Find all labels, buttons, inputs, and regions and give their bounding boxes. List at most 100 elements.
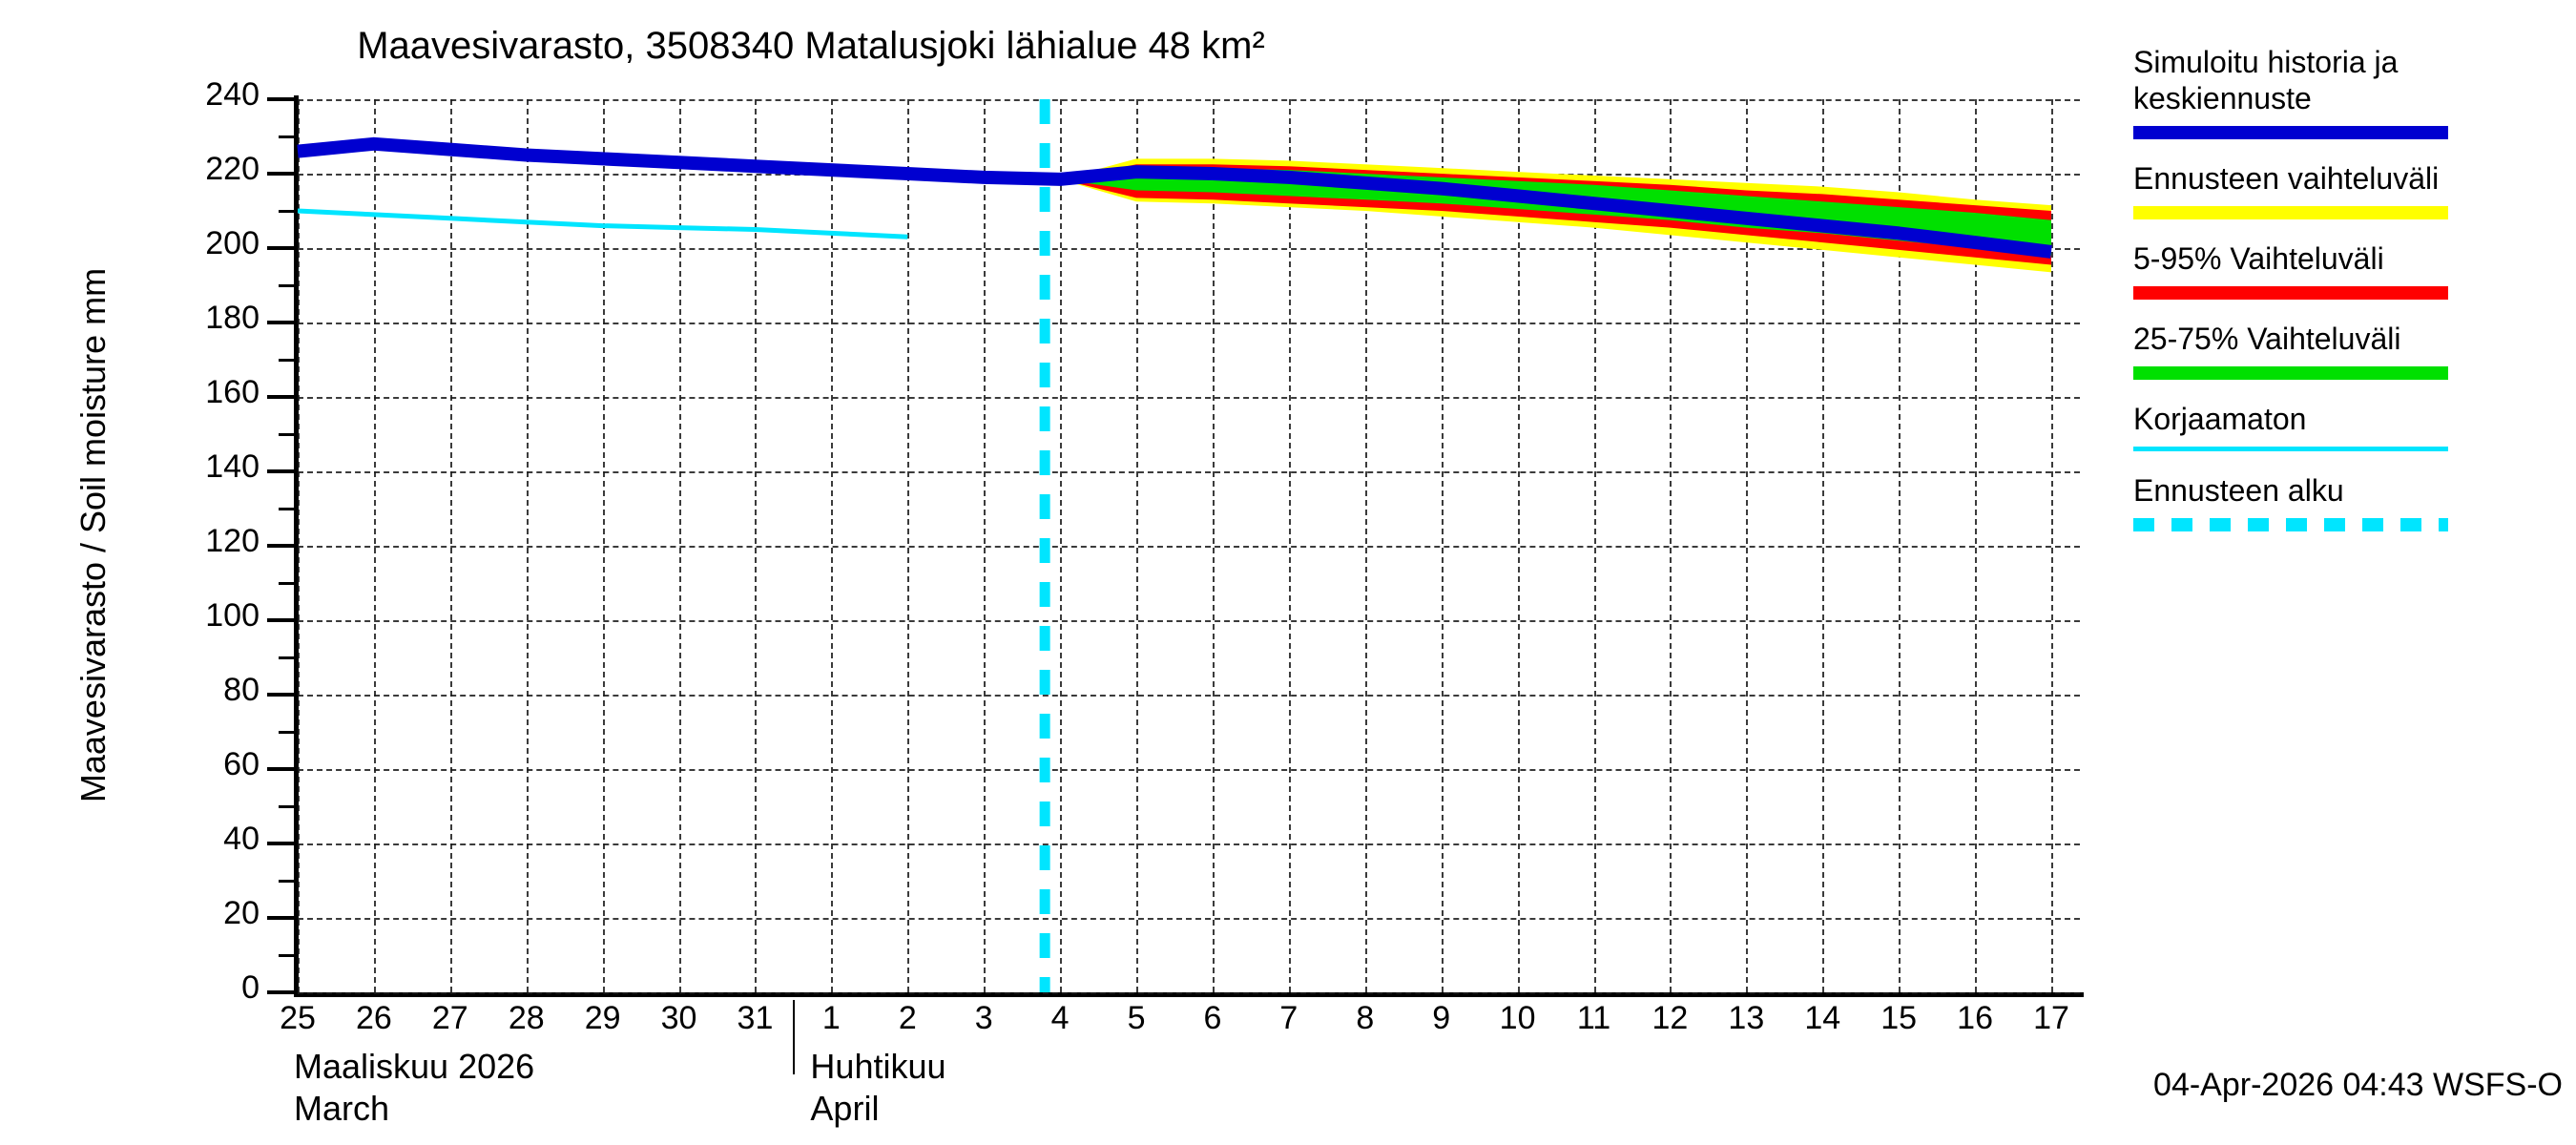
y-axis-tick bbox=[267, 395, 298, 399]
horizontal-gridline bbox=[298, 918, 2080, 920]
legend-item: Korjaamaton bbox=[2133, 401, 2572, 451]
footer-timestamp: 04-Apr-2026 04:43 WSFS-O bbox=[2153, 1067, 2563, 1103]
legend-swatch bbox=[2133, 126, 2448, 139]
x-axis-tick-label: 5 bbox=[1127, 1000, 1146, 1036]
y-axis-tick bbox=[267, 321, 298, 324]
x-axis-tick-label: 13 bbox=[1728, 1000, 1765, 1036]
month-label-en: April bbox=[810, 1089, 880, 1128]
y-axis-tick-label: 140 bbox=[205, 448, 260, 485]
x-axis-tick-label: 31 bbox=[737, 1000, 774, 1036]
x-axis-tick-label: 1 bbox=[821, 1000, 841, 1036]
y-axis-tick-label: 240 bbox=[205, 76, 260, 113]
y-axis-minor-tick bbox=[279, 880, 298, 883]
legend-swatch bbox=[2133, 518, 2448, 531]
y-axis-tick-label: 20 bbox=[223, 895, 260, 931]
x-axis-tick-label: 4 bbox=[1050, 1000, 1070, 1036]
legend-item: 25-75% Vaihteluväli bbox=[2133, 321, 2572, 380]
y-axis-tick bbox=[267, 916, 298, 920]
y-axis-tick bbox=[267, 618, 298, 622]
y-axis-minor-tick bbox=[279, 433, 298, 436]
month-label-march: Maaliskuu 2026 March bbox=[294, 1046, 534, 1130]
band-25-75 bbox=[1060, 168, 2051, 256]
legend-label: 25-75% Vaihteluväli bbox=[2133, 322, 2401, 356]
x-axis-tick-label: 8 bbox=[1356, 1000, 1375, 1036]
legend-item: Simuloitu historia ja keskiennuste bbox=[2133, 44, 2572, 139]
y-axis-tick bbox=[267, 767, 298, 771]
y-axis-tick-label: 80 bbox=[223, 672, 260, 708]
horizontal-gridline bbox=[298, 99, 2080, 101]
horizontal-gridline bbox=[298, 471, 2080, 473]
horizontal-gridline bbox=[298, 323, 2080, 324]
legend-label: Korjaamaton bbox=[2133, 402, 2307, 436]
legend-label: Ennusteen alku bbox=[2133, 473, 2344, 508]
x-axis-tick-label: 27 bbox=[431, 1000, 468, 1036]
x-axis-tick-label: 15 bbox=[1880, 1000, 1918, 1036]
x-axis-tick-label: 12 bbox=[1652, 1000, 1689, 1036]
y-axis-tick-label: 60 bbox=[223, 746, 260, 782]
x-axis-tick-label: 26 bbox=[355, 1000, 392, 1036]
horizontal-gridline bbox=[298, 992, 2080, 994]
y-axis-minor-tick bbox=[279, 656, 298, 659]
x-axis-tick-label: 16 bbox=[1957, 1000, 1993, 1036]
legend-swatch bbox=[2133, 447, 2448, 451]
x-axis-tick-label: 28 bbox=[508, 1000, 545, 1036]
x-axis-tick-label: 30 bbox=[660, 1000, 697, 1036]
horizontal-gridline bbox=[298, 769, 2080, 771]
horizontal-gridline bbox=[298, 546, 2080, 548]
legend-swatch bbox=[2133, 286, 2448, 300]
y-axis-tick bbox=[267, 693, 298, 697]
x-axis-tick-label: 3 bbox=[974, 1000, 993, 1036]
y-axis-tick bbox=[267, 246, 298, 250]
x-axis-tick-label: 25 bbox=[280, 1000, 316, 1036]
chart-legend: Simuloitu historia ja keskiennuste Ennust… bbox=[2133, 44, 2572, 552]
y-axis-minor-tick bbox=[279, 359, 298, 362]
horizontal-gridline bbox=[298, 248, 2080, 250]
legend-item: Ennusteen vaihteluväli bbox=[2133, 160, 2572, 219]
x-axis-tick-label: 2 bbox=[898, 1000, 917, 1036]
x-axis-tick-label: 6 bbox=[1203, 1000, 1222, 1036]
x-axis-tick-label: 9 bbox=[1432, 1000, 1451, 1036]
legend-swatch bbox=[2133, 366, 2448, 380]
y-axis-minor-tick bbox=[279, 135, 298, 138]
y-axis-minor-tick bbox=[279, 954, 298, 957]
month-separator bbox=[793, 1000, 796, 1074]
series-line-median bbox=[297, 136, 2052, 259]
legend-swatch bbox=[2133, 206, 2448, 219]
x-axis-tick-label: 29 bbox=[584, 1000, 621, 1036]
band-forecast-range bbox=[1060, 158, 2051, 273]
horizontal-gridline bbox=[298, 843, 2080, 845]
x-axis-tick-label: 11 bbox=[1576, 1000, 1611, 1036]
x-axis-tick-label: 17 bbox=[2033, 1000, 2069, 1036]
y-axis-tick bbox=[267, 469, 298, 473]
horizontal-gridline bbox=[298, 695, 2080, 697]
legend-item: 5-95% Vaihteluväli bbox=[2133, 240, 2572, 300]
y-axis-minor-tick bbox=[279, 582, 298, 585]
x-axis-tick-label: 7 bbox=[1279, 1000, 1298, 1036]
y-axis-tick bbox=[267, 544, 298, 548]
page-title: Maavesivarasto, 3508340 Matalusjoki lähi… bbox=[357, 25, 1265, 67]
y-axis-tick bbox=[267, 990, 298, 994]
y-axis-tick-label: 200 bbox=[205, 225, 260, 261]
month-label-fi: Maaliskuu 2026 bbox=[294, 1047, 535, 1086]
y-axis-tick bbox=[267, 842, 298, 845]
horizontal-gridline bbox=[298, 174, 2080, 176]
y-axis-tick-label: 160 bbox=[205, 374, 260, 410]
x-axis-tick-label: 14 bbox=[1804, 1000, 1841, 1036]
month-label-fi: Huhtikuu bbox=[810, 1047, 946, 1086]
horizontal-gridline bbox=[298, 620, 2080, 622]
month-label-april: Huhtikuu April bbox=[810, 1046, 945, 1130]
y-axis-minor-tick bbox=[279, 284, 298, 287]
legend-label: Simuloitu historia ja keskiennuste bbox=[2133, 45, 2399, 115]
y-axis-tick-label: 40 bbox=[223, 821, 260, 857]
legend-item: Ennusteen alku bbox=[2133, 472, 2572, 531]
y-axis-tick-label: 100 bbox=[205, 597, 260, 634]
y-axis-minor-tick bbox=[279, 805, 298, 808]
y-axis-tick bbox=[267, 97, 298, 101]
y-axis-title: Maavesivarasto / Soil moisture mm bbox=[73, 267, 113, 803]
x-axis-tick-label: 10 bbox=[1499, 1000, 1536, 1036]
x-axis-line bbox=[294, 992, 2084, 997]
y-axis-tick-label: 180 bbox=[205, 300, 260, 336]
y-axis-tick bbox=[267, 172, 298, 176]
y-axis-minor-tick bbox=[279, 508, 298, 510]
legend-label: Ennusteen vaihteluväli bbox=[2133, 161, 2440, 196]
